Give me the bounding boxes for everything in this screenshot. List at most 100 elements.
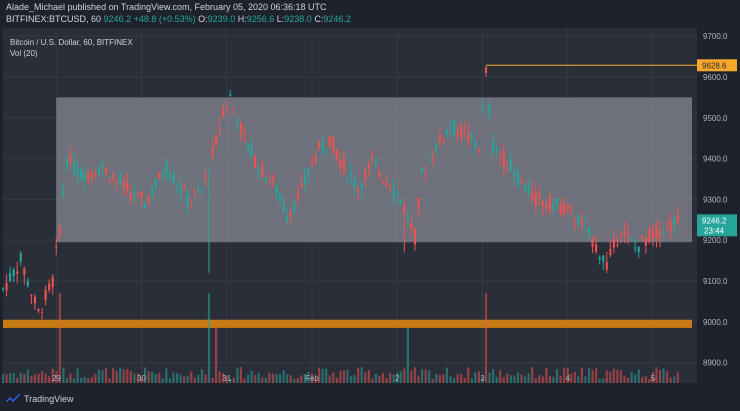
publish-header: Alade_Michael published on TradingView.c… xyxy=(0,0,740,28)
volume-bar xyxy=(374,373,377,383)
volume-bar xyxy=(666,371,669,383)
volume-bar xyxy=(584,376,587,383)
candle-body xyxy=(630,239,633,241)
volume-bar xyxy=(19,372,22,383)
candle-body xyxy=(584,223,587,225)
candle-body xyxy=(591,237,594,248)
price-chart[interactable]: 8900.0 9000.0 9100.0 9200.0 9300.0 9400.0 9500… xyxy=(0,0,740,389)
volume-bar xyxy=(250,370,253,383)
candle-body xyxy=(303,175,306,184)
volume-bar xyxy=(55,371,58,383)
candle-body xyxy=(204,175,207,179)
candle-body xyxy=(378,172,381,177)
candle-body xyxy=(115,179,118,182)
candle-body xyxy=(293,203,296,212)
volume-bar xyxy=(470,378,473,383)
candle-body xyxy=(1,288,5,290)
volume-bar xyxy=(16,377,19,383)
volume-bar xyxy=(154,373,157,383)
candle-body xyxy=(417,197,420,210)
candle-body xyxy=(129,193,132,200)
volume-bar xyxy=(346,369,349,383)
volume-bar xyxy=(488,372,491,383)
volume-bar xyxy=(389,372,392,383)
volume-bar xyxy=(541,376,544,383)
volume-bar xyxy=(328,375,331,383)
volume-bar xyxy=(492,369,495,383)
volume-bar xyxy=(587,367,591,383)
candle-body xyxy=(55,246,58,248)
volume-bar xyxy=(211,377,214,383)
volume-bar xyxy=(140,376,143,383)
candle-body xyxy=(30,294,33,296)
candle-body xyxy=(335,150,338,159)
volume-bar xyxy=(349,376,353,383)
candle-body xyxy=(268,180,271,183)
candle-body xyxy=(264,177,267,181)
volume-bar xyxy=(229,378,232,383)
candle-body xyxy=(410,223,413,229)
candle-body xyxy=(666,222,669,225)
candle-body xyxy=(101,162,104,168)
volume-bar xyxy=(325,368,328,383)
volume-bar xyxy=(168,378,171,383)
price-tick-label: 9000.0 xyxy=(703,318,728,327)
candle-body xyxy=(300,183,303,187)
volume-bar xyxy=(218,371,221,383)
volume-bar xyxy=(531,367,534,383)
candle-body xyxy=(559,204,562,215)
high-value: 9256.6 xyxy=(246,14,275,24)
volume-bar xyxy=(651,372,655,383)
time-tick-label: Feb xyxy=(305,374,319,383)
volume-bar xyxy=(1,373,5,383)
volume-bar xyxy=(268,372,271,383)
candle-body xyxy=(442,139,445,143)
candle-body xyxy=(165,162,168,174)
volume-bar xyxy=(499,370,502,383)
open-value: 9239.0 xyxy=(207,14,236,24)
volume-bar xyxy=(673,376,676,383)
candle-body xyxy=(431,159,434,161)
candle-body xyxy=(307,168,310,175)
candle-body xyxy=(26,281,29,287)
candle-body xyxy=(612,238,615,248)
open-label: O: xyxy=(198,14,208,24)
candle-body xyxy=(566,204,569,212)
close-value: 9246.2 xyxy=(323,14,351,24)
candle-body xyxy=(470,133,473,138)
candle-body xyxy=(669,220,672,232)
candle-body xyxy=(72,161,76,173)
candle-body xyxy=(168,173,171,179)
volume-bar xyxy=(524,376,527,383)
candle-body xyxy=(658,230,662,238)
countdown-label: 23:44 xyxy=(704,226,725,235)
candle-body xyxy=(403,206,406,214)
volume-bar xyxy=(360,367,363,383)
time-tick-label: 5 xyxy=(651,374,656,383)
candle-body xyxy=(360,184,363,190)
candle-body xyxy=(460,125,463,138)
candle-body xyxy=(87,172,90,180)
symbol-label: BITFINEX:BTCUSD, 60 xyxy=(6,14,102,24)
last-price: 9246.2 xyxy=(103,14,132,24)
volume-bar xyxy=(644,376,647,383)
candle-body xyxy=(392,187,395,197)
volume-bar xyxy=(246,374,250,383)
volume-bar xyxy=(158,373,161,383)
volume-bar xyxy=(33,374,37,383)
volume-bar xyxy=(112,368,115,383)
candle-body xyxy=(151,187,154,196)
high-price-tag xyxy=(697,59,737,72)
candle-body xyxy=(619,234,623,236)
volume-legend: Vol (20) xyxy=(10,49,38,58)
volume-bar xyxy=(474,372,477,383)
candle-body xyxy=(634,247,637,249)
candle-body xyxy=(261,163,264,178)
volume-bar xyxy=(40,371,44,383)
volume-bar xyxy=(151,371,154,383)
price-tick-label: 8900.0 xyxy=(703,359,728,368)
candle-body xyxy=(97,168,100,175)
candle-body xyxy=(175,185,179,187)
volume-bar xyxy=(76,368,79,383)
volume-bar xyxy=(275,373,278,383)
